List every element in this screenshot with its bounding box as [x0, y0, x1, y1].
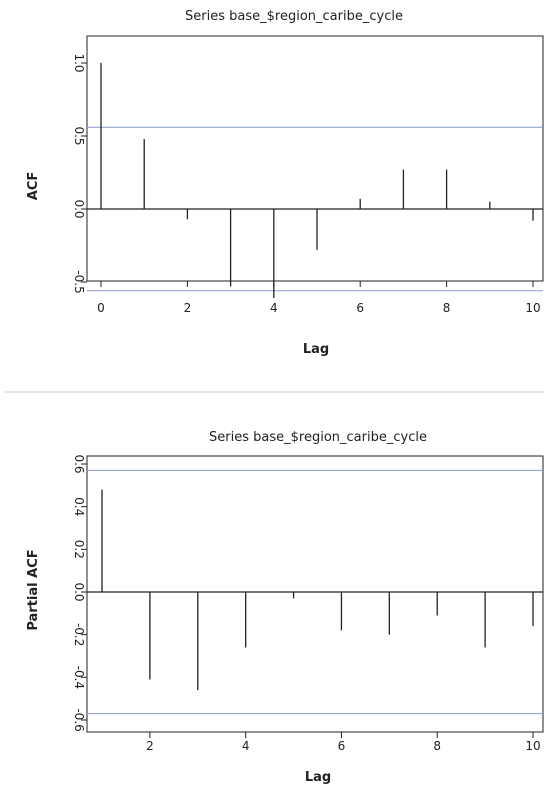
acf-y-tick-label--0.5: -0.5: [72, 270, 86, 293]
pacf-x-tick-label-6: 6: [338, 739, 346, 753]
pacf-x-tick-label-10: 10: [525, 739, 540, 753]
pacf-y-tick-label--0.2: -0.2: [72, 623, 86, 646]
acf-y-tick-label-0.0: 0.0: [72, 199, 86, 218]
acf-y-tick-label-0.5: 0.5: [72, 126, 86, 145]
acf-y-tick-label-1.0: 1.0: [72, 53, 86, 72]
pacf-title: Series base_$region_caribe_cycle: [209, 430, 427, 445]
pacf-plot-frame: [86, 455, 544, 733]
acf-x-tick-label-4: 4: [270, 301, 278, 315]
acf-y-axis-label: ACF: [26, 172, 41, 200]
pacf-x-tick-label-2: 2: [146, 739, 154, 753]
acf-plot-frame: [86, 35, 544, 282]
pacf-panel: Series base_$region_caribe_cycle Partial…: [26, 430, 544, 785]
pacf-x-tick-label-8: 8: [433, 739, 441, 753]
pacf-y-tick-label-0.4: 0.4: [72, 497, 86, 516]
acf-x-tick-label-10: 10: [525, 301, 540, 315]
acf-panel: Series base_$region_caribe_cycle ACF Lag…: [26, 9, 544, 357]
pacf-x-tick-label-4: 4: [242, 739, 250, 753]
acf-x-tick-label-2: 2: [184, 301, 192, 315]
acf-title: Series base_$region_caribe_cycle: [185, 9, 403, 24]
acf-x-tick-label-6: 6: [356, 301, 364, 315]
pacf-y-tick-label-0.0: 0.0: [72, 582, 86, 601]
pacf-y-tick-label--0.6: -0.6: [72, 708, 86, 731]
pacf-y-tick-label-0.6: 0.6: [72, 454, 86, 473]
acf-x-tick-label-0: 0: [97, 301, 105, 315]
pacf-y-axis-label: Partial ACF: [26, 549, 41, 630]
acf-x-tick-label-8: 8: [443, 301, 451, 315]
pacf-y-tick-label-0.2: 0.2: [72, 540, 86, 559]
acf-x-axis-label: Lag: [303, 342, 329, 357]
pacf-y-tick-label--0.4: -0.4: [72, 666, 86, 689]
pacf-x-axis-label: Lag: [305, 770, 331, 785]
pacf-marks: 2 4 6 8 10 -0.6 -0.4 -0.2 0.0 0.2 0.4 0.6: [72, 454, 543, 753]
acf-marks: 0 2 4 6 8 10 -0.5 0.0 0.5 1.0: [72, 53, 543, 315]
